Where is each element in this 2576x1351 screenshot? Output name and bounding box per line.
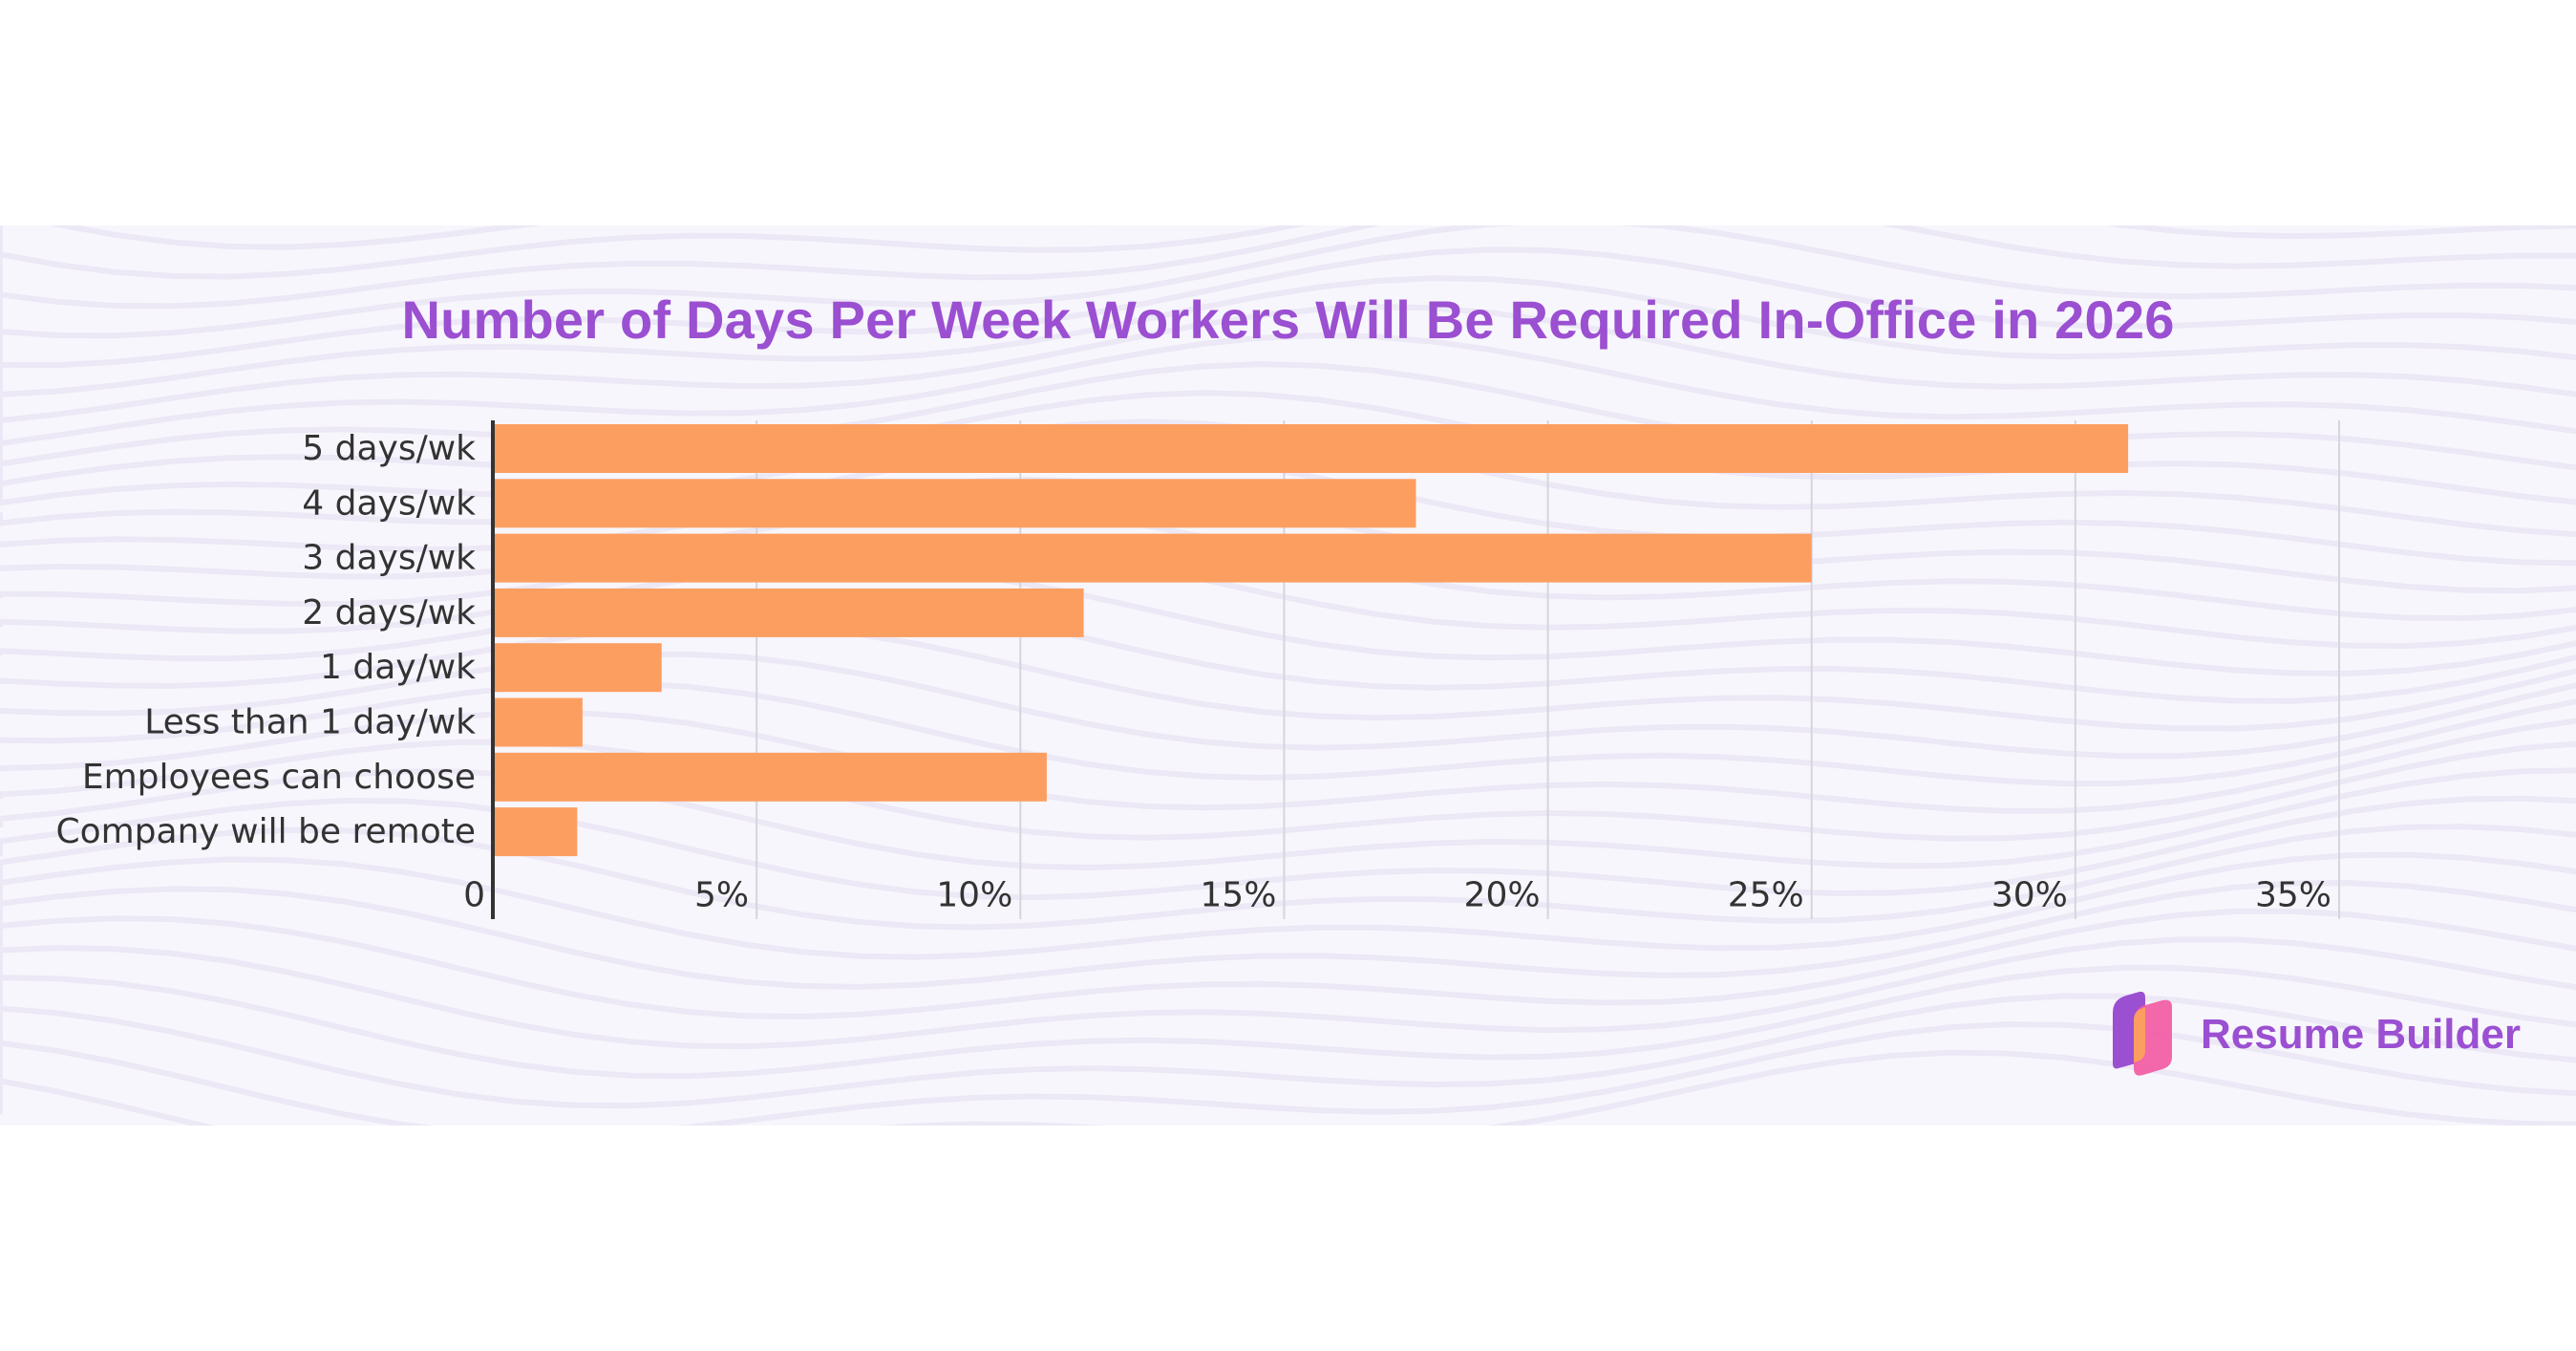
bar: [493, 643, 662, 693]
wave-line: [0, 390, 2576, 505]
category-label: Employees can choose: [82, 758, 476, 797]
x-tick-labels: 0 5% 10% 15% 20% 25% 30% 35%: [463, 876, 2331, 915]
wave-line: [0, 304, 2576, 424]
wave-line: [0, 225, 2576, 310]
bar: [493, 807, 578, 857]
wave-line: [0, 651, 2576, 760]
wave-line: [0, 622, 2576, 732]
wave-line: [0, 275, 2576, 397]
logo-text: Resume Builder: [2201, 1011, 2521, 1058]
x-tick-label: 5%: [694, 876, 749, 915]
category-label: 5 days/wk: [302, 429, 476, 468]
wave-line: [0, 592, 2576, 704]
wave-line: [0, 225, 2576, 339]
wave-line: [0, 964, 2576, 1080]
bar: [493, 533, 1812, 583]
wave-line: [0, 361, 2576, 471]
x-tick-label: 20%: [1464, 876, 1541, 915]
resume-builder-logo-icon: [2113, 992, 2172, 1076]
wave-line: [0, 534, 2576, 650]
category-label: Company will be remote: [55, 812, 476, 851]
category-label: 3 days/wk: [302, 539, 476, 578]
wave-line: [0, 880, 2576, 990]
wave-line: [0, 332, 2576, 447]
wave-line: [0, 908, 2576, 1020]
bars: [493, 424, 2129, 857]
wave-line: [0, 680, 2576, 787]
x-tick-label: 35%: [2255, 876, 2331, 915]
bar: [493, 588, 1084, 637]
x-tick-label: 30%: [1991, 876, 2068, 915]
wave-line: [0, 824, 2576, 931]
wave-line: [0, 739, 2576, 842]
category-labels: 5 days/wk 4 days/wk 3 days/wk 2 days/wk 1 da…: [55, 429, 476, 851]
wave-line: [0, 767, 2576, 871]
category-label: 2 days/wk: [302, 593, 476, 633]
wave-line: [0, 225, 2576, 280]
x-tick-label: 15%: [1200, 876, 1276, 915]
category-label: 4 days/wk: [302, 483, 476, 523]
wave-line: [0, 563, 2576, 676]
wave-line: [49, 225, 1113, 250]
bar: [493, 479, 1416, 528]
wave-line: [0, 247, 2576, 369]
chart-title: Number of Days Per Week Workers Will Be …: [401, 290, 2175, 350]
x-tick-label: 0: [463, 876, 485, 915]
wave-line: [0, 851, 2576, 960]
wave-line: [0, 795, 2576, 901]
category-label: 1 day/wk: [320, 648, 476, 687]
resume-builder-logo[interactable]: Resume Builder: [2107, 992, 2521, 1078]
x-tick-label: 25%: [1728, 876, 1804, 915]
bar: [493, 424, 2129, 473]
category-label: Less than 1 day/wk: [144, 703, 476, 742]
bar: [493, 752, 1047, 802]
background-band: [0, 225, 2576, 1126]
wave-line: [0, 936, 2576, 1050]
bar: [493, 697, 583, 747]
wave-line: [0, 709, 2576, 814]
x-tick-label: 10%: [936, 876, 1012, 915]
